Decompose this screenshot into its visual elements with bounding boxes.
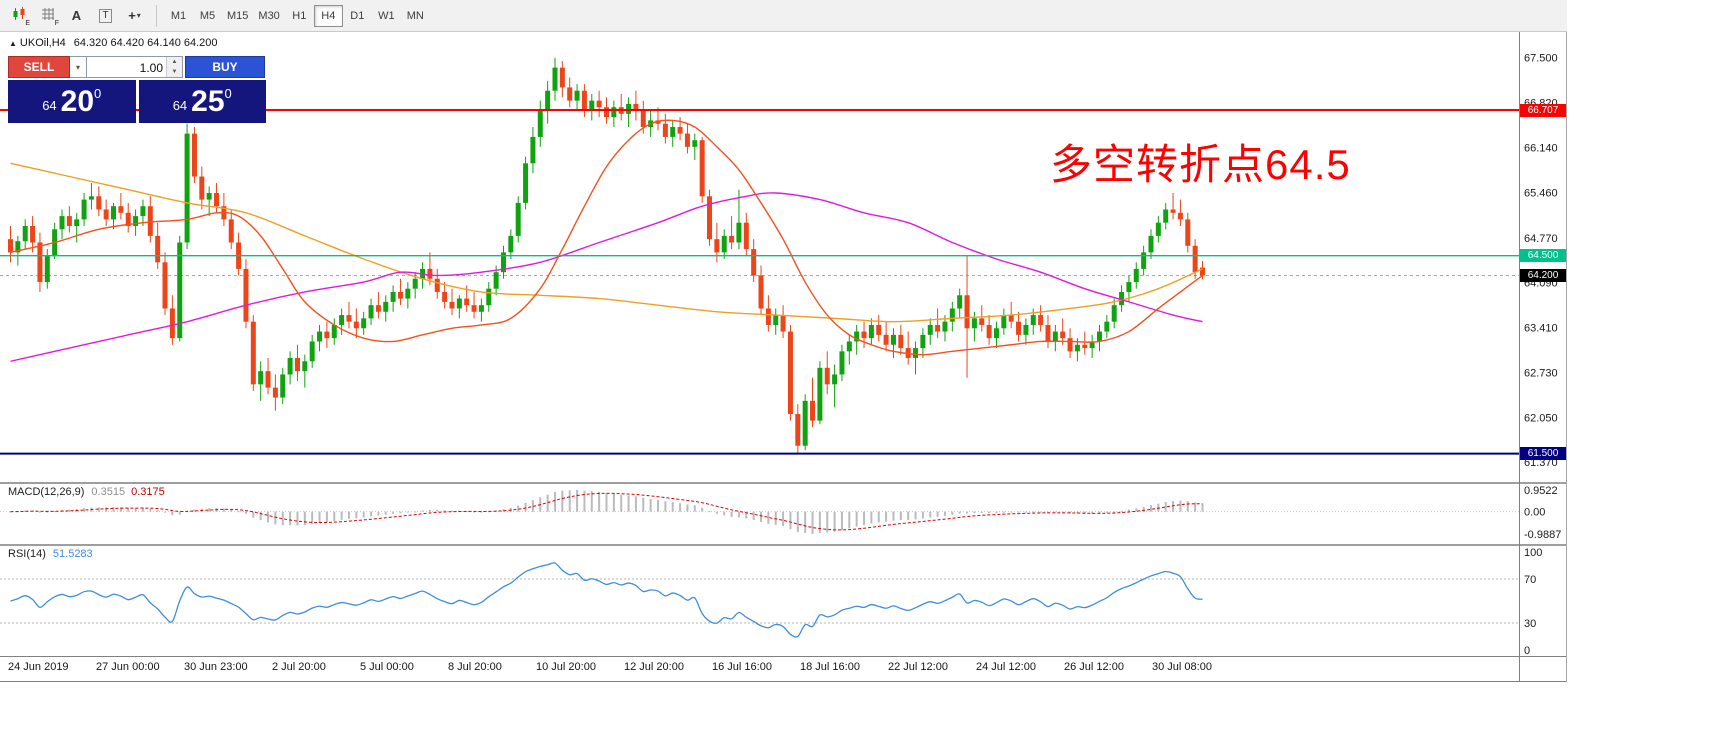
buy-button[interactable]: BUY — [185, 56, 265, 78]
timeframe-m1-button[interactable]: M1 — [164, 5, 193, 27]
one-click-trading-panel: SELL ▾ ▲ ▼ BUY 64 20 0 64 25 0 — [8, 56, 266, 123]
crosshair-tool-icon: + — [128, 8, 136, 23]
sell-price-panel[interactable]: 64 20 0 — [8, 80, 136, 123]
time-axis-label: 27 Jun 00:00 — [96, 661, 160, 673]
price-axis[interactable] — [1519, 32, 1567, 656]
resistance-line-tag: 66.707 — [1520, 103, 1566, 117]
time-axis-label: 5 Jul 00:00 — [360, 661, 414, 673]
time-axis-label: 24 Jun 2019 — [8, 661, 69, 673]
up-marker-icon: ▲ — [9, 39, 17, 48]
buy-price-integer: 64 — [172, 98, 188, 113]
time-axis-label: 30 Jun 23:00 — [184, 661, 248, 673]
text-tool-icon: A — [71, 8, 82, 23]
time-axis-label: 12 Jul 20:00 — [624, 661, 684, 673]
macd-indicator-label: MACD(12,26,9) 0.3515 0.3175 — [8, 486, 165, 498]
sell-price-integer: 64 — [42, 98, 57, 113]
time-axis-label: 22 Jul 12:00 — [888, 661, 948, 673]
spinner-down-icon: ▼ — [171, 69, 178, 75]
candlestick-tool-button[interactable]: E — [5, 4, 32, 28]
timeframe-h4-button[interactable]: H4 — [313, 4, 343, 27]
text-label-tool-button[interactable]: T — [92, 4, 119, 28]
chart-text-annotation[interactable]: 多空转折点64.5 — [1050, 141, 1351, 188]
time-axis-label: 10 Jul 20:00 — [536, 661, 596, 673]
time-axis-label: 8 Jul 20:00 — [448, 661, 502, 673]
buy-price-big-digits: 25 — [191, 84, 225, 118]
tool-badge: E — [25, 19, 30, 27]
drawing-tools-button[interactable]: + ▾ — [121, 4, 148, 28]
volume-field-wrap: ▲ ▼ — [87, 56, 183, 79]
support-line-tag: 61.500 — [1520, 447, 1566, 461]
time-axis-label: 16 Jul 16:00 — [712, 661, 772, 673]
timeframe-mn-button[interactable]: MN — [401, 5, 430, 27]
chevron-down-icon: ▾ — [75, 62, 80, 72]
rsi-value: 51.5283 — [52, 548, 93, 560]
rsi-name: RSI(14) — [8, 548, 46, 560]
buy-price-panel[interactable]: 64 25 0 — [138, 80, 266, 123]
timeframe-m15-button[interactable]: M15 — [222, 5, 253, 27]
pivot-line-tag: 64.500 — [1520, 249, 1566, 263]
sell-price-big-digits: 20 — [60, 84, 95, 118]
toolbar-separator — [156, 4, 157, 27]
timeframe-d1-button[interactable]: D1 — [343, 5, 372, 27]
text-label-icon: T — [99, 8, 112, 23]
timeframe-w1-button[interactable]: W1 — [372, 5, 401, 27]
chevron-down-icon: ▾ — [136, 11, 141, 20]
volume-step-up-button[interactable]: ▲ — [167, 57, 182, 67]
candlestick-chart-icon — [11, 6, 27, 25]
time-axis-label: 26 Jul 12:00 — [1064, 661, 1124, 673]
volume-input[interactable] — [87, 57, 165, 79]
grid-icon — [40, 6, 56, 25]
volume-dropdown-button[interactable]: ▾ — [70, 56, 87, 78]
sell-price-pip: 0 — [94, 86, 102, 101]
time-axis-label: 2 Jul 20:00 — [272, 661, 326, 673]
current-price-tag: 64.200 — [1520, 268, 1566, 282]
text-tool-button[interactable]: A — [63, 4, 90, 28]
time-axis-label: 18 Jul 16:00 — [800, 661, 860, 673]
spinner-up-icon: ▲ — [171, 59, 178, 65]
macd-main-value: 0.3515 — [91, 486, 126, 498]
chart-title: ▲ UKOil,H4 64.320 64.420 64.140 64.200 — [9, 37, 218, 49]
time-axis-label: 24 Jul 12:00 — [976, 661, 1036, 673]
chart-plot-area[interactable] — [0, 32, 1519, 656]
symbol-name: UKOil,H4 — [19, 37, 66, 49]
grid-tool-button[interactable]: F — [34, 4, 61, 28]
tool-badge: F — [54, 19, 59, 27]
timeframe-h1-button[interactable]: H1 — [285, 5, 314, 27]
toolbar: E F A T + ▾ M1 M5 M15 M30 H1 H4 D1 W1 MN — [0, 0, 1567, 32]
macd-name: MACD(12,26,9) — [8, 486, 85, 498]
timeframe-m5-button[interactable]: M5 — [193, 5, 222, 27]
rsi-indicator-label: RSI(14) 51.5283 — [8, 548, 93, 560]
volume-stepper: ▲ ▼ — [166, 57, 182, 77]
time-axis-label: 30 Jul 08:00 — [1152, 661, 1212, 673]
timeframe-m30-button[interactable]: M30 — [253, 5, 284, 27]
volume-step-down-button[interactable]: ▼ — [167, 67, 182, 77]
buy-price-pip: 0 — [224, 86, 232, 101]
macd-signal-value: 0.3175 — [131, 486, 165, 498]
ohlc-values: 64.320 64.420 64.140 64.200 — [73, 37, 218, 49]
sell-button[interactable]: SELL — [8, 56, 70, 78]
